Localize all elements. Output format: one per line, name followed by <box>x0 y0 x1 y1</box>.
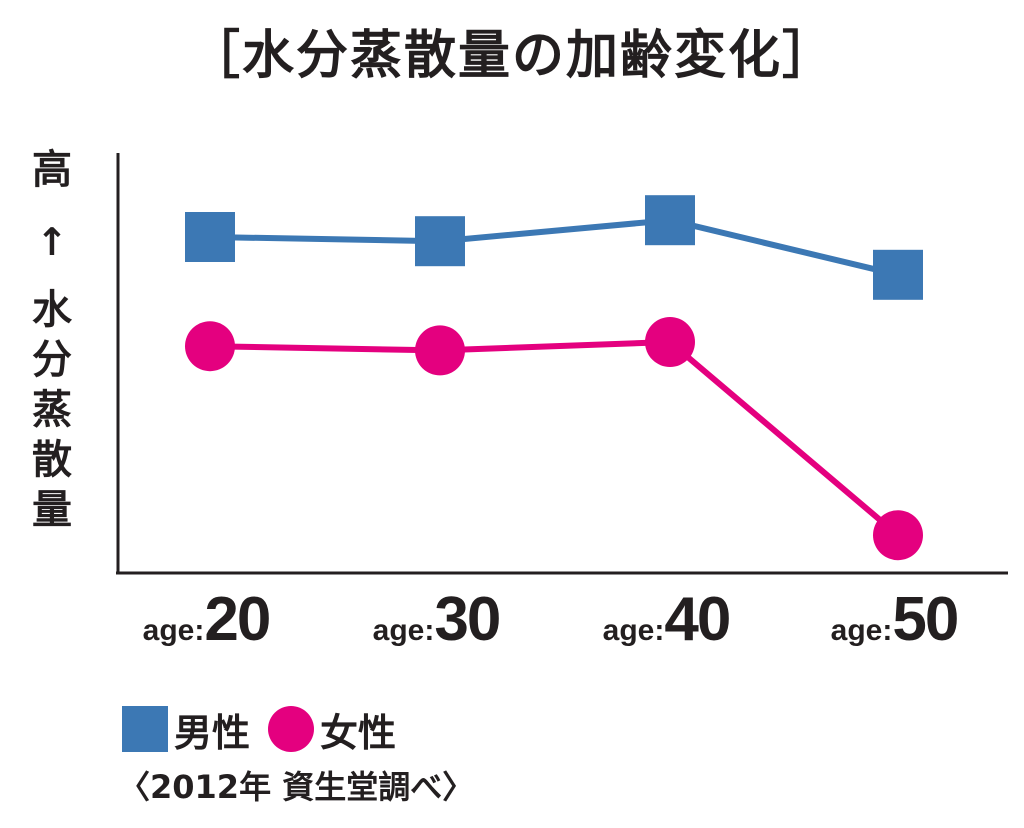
legend-label-male: 男性 <box>174 710 251 755</box>
y-label-char: 分 <box>32 337 72 383</box>
legend: 男性 女性 <box>122 702 396 756</box>
data-point-male-20 <box>185 212 235 262</box>
x-tick-layer: age:20 age:30 age:40 age:50 <box>143 585 960 654</box>
data-point-female-30 <box>415 325 465 376</box>
y-label-char: 水 <box>32 287 72 333</box>
legend-label-female: 女性 <box>320 710 397 755</box>
x-tick-label-50: age:50 <box>831 585 958 654</box>
x-tick-label-40: age:40 <box>603 585 730 654</box>
x-tick-label-20: age:20 <box>143 585 270 654</box>
y-label-char: 蒸 <box>32 387 72 433</box>
series-line-male <box>209 217 899 278</box>
legend-swatch-female <box>268 706 315 752</box>
series-line-female <box>209 339 900 538</box>
data-point-male-40 <box>645 195 695 246</box>
y-label-char: 高 <box>32 147 72 193</box>
y-label-arrow: ↑ <box>36 220 68 264</box>
chart-title: ［水分蒸散量の加齢変化］ <box>187 26 836 86</box>
source-note: 〈2012年 資生堂調べ〉 <box>118 768 475 806</box>
y-axis-label: 高 ↑ 水 分 蒸 散 量 <box>22 150 82 540</box>
y-label-char: 量 <box>32 487 72 533</box>
data-point-male-30 <box>415 216 465 267</box>
y-label-char: 散 <box>32 437 72 483</box>
series-layer <box>185 195 923 561</box>
data-point-female-20 <box>185 321 235 372</box>
legend-swatch-male <box>122 706 168 752</box>
x-tick-label-30: age:30 <box>373 585 500 654</box>
data-point-female-50 <box>873 510 923 561</box>
data-point-male-50 <box>873 249 923 300</box>
data-point-female-40 <box>645 317 695 367</box>
